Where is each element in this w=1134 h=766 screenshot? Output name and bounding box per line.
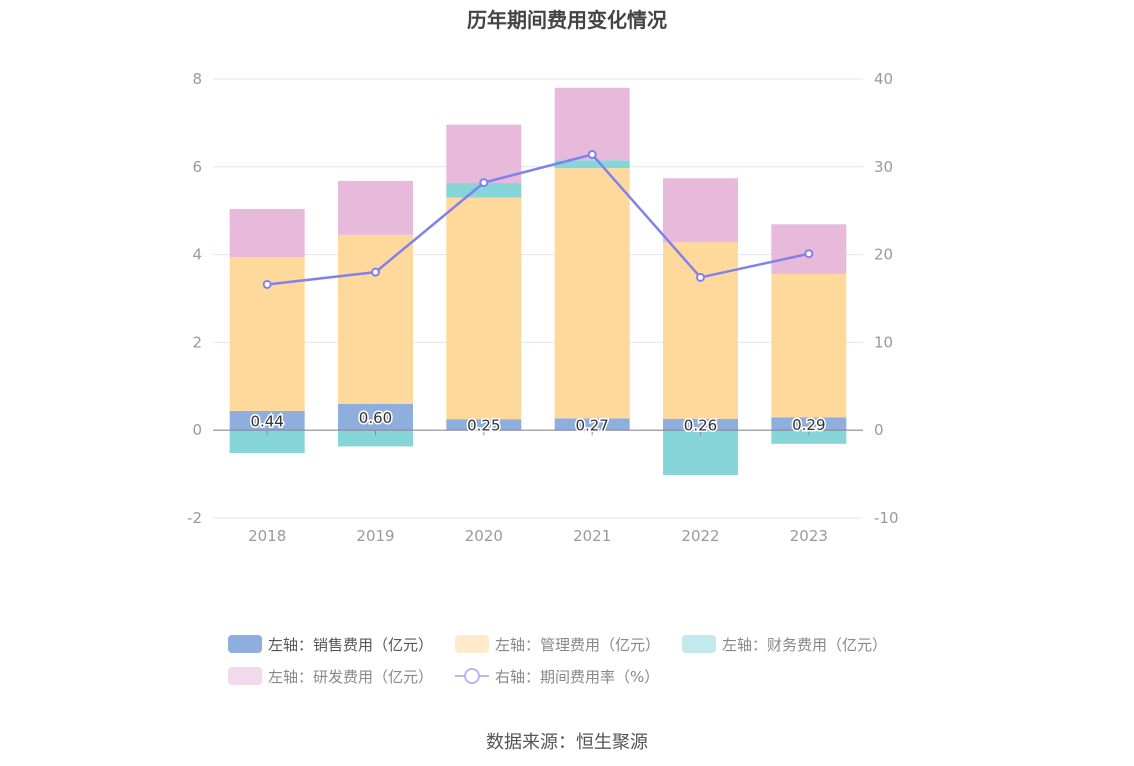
- bar-finance: [554, 160, 630, 169]
- point-ratio: [479, 178, 489, 188]
- bar-admin: [771, 273, 847, 418]
- y-left-tick-label: 8: [192, 70, 202, 88]
- point-ratio: [804, 249, 814, 259]
- legend-swatch-admin: [455, 635, 490, 653]
- bar-sales: [663, 418, 738, 431]
- bar-sales: [338, 403, 413, 431]
- bar-finance: [771, 430, 847, 444]
- bar-admin: [554, 168, 630, 419]
- bar-finance: [446, 183, 522, 198]
- legend-item-ratio[interactable]: 右轴：期间费用率（%）: [455, 664, 659, 688]
- data-label-sales: 0.27: [575, 416, 608, 434]
- legend: 左轴：销售费用（亿元） 左轴：管理费用（亿元） 左轴：财务费用（亿元） 左轴：研…: [228, 632, 948, 696]
- bar-sales: [554, 418, 630, 431]
- legend-label-sales: 左轴：销售费用（亿元）: [268, 635, 434, 654]
- bar-rd: [338, 180, 413, 235]
- bar-rd: [446, 124, 522, 184]
- legend-item-sales[interactable]: 左轴：销售费用（亿元）: [228, 632, 433, 656]
- y-right-tick-label: 40: [874, 70, 893, 88]
- legend-item-admin[interactable]: 左轴：管理费用（亿元）: [455, 632, 660, 656]
- bar-sales: [446, 419, 522, 431]
- y-right-tick-label: 0: [874, 421, 884, 439]
- chart-title: 历年期间费用变化情况: [467, 8, 667, 32]
- chart-area: -2 -10 0 0 2 10 4 20 6 30 8 40 2018 2019 2020 2021 2022 2…: [187, 70, 899, 545]
- bar-rd: [771, 224, 847, 274]
- y-right-tick-label: 30: [874, 158, 893, 176]
- legend-swatch-ratio: [455, 667, 490, 685]
- legend-label-admin: 左轴：管理费用（亿元）: [495, 635, 661, 654]
- data-label-sales: 0.60: [359, 409, 392, 427]
- data-label-sales: 0.25: [467, 417, 500, 435]
- data-label-sales: 0.29: [792, 416, 825, 434]
- y-right-tick-label: 20: [874, 246, 893, 264]
- y-left-tick-label: 4: [192, 246, 202, 264]
- y-right-tick-label: 10: [874, 333, 893, 351]
- x-tick-label: 2020: [465, 527, 503, 545]
- bar-rd: [229, 208, 305, 258]
- legend-item-rd[interactable]: 左轴：研发费用（亿元）: [228, 664, 433, 688]
- legend-label-rd: 左轴：研发费用（亿元）: [268, 667, 434, 686]
- legend-row-1: 左轴：销售费用（亿元） 左轴：管理费用（亿元） 左轴：财务费用（亿元）: [228, 632, 948, 656]
- x-tick-label: 2018: [248, 527, 286, 545]
- bar-admin: [446, 197, 522, 420]
- bar-rd: [554, 87, 630, 161]
- y-left-tick-label: 0: [192, 421, 202, 439]
- data-source: 数据来源：恒生聚源: [486, 732, 648, 753]
- x-tick-label: 2019: [356, 527, 394, 545]
- point-ratio: [262, 279, 272, 289]
- bar-rd: [663, 178, 738, 243]
- line-ratio: [267, 153, 810, 286]
- legend-swatch-finance: [682, 635, 717, 653]
- y-right-tick-label: -10: [874, 509, 899, 527]
- legend-label-ratio: 右轴：期间费用率（%）: [495, 667, 660, 686]
- legend-item-finance[interactable]: 左轴：财务费用（亿元）: [682, 632, 887, 656]
- data-label-sales: 0.26: [684, 416, 717, 434]
- y-left-tick-label: 6: [192, 158, 202, 176]
- bar-sales: [771, 417, 847, 431]
- x-tick-label: 2021: [573, 527, 611, 545]
- point-ratio: [371, 267, 380, 277]
- bar-sales: [229, 410, 305, 431]
- bar-finance: [338, 430, 413, 447]
- y-left-tick-label: -2: [187, 509, 202, 527]
- x-tick-label: 2023: [790, 527, 828, 545]
- bar-finance: [229, 430, 305, 454]
- legend-swatch-sales: [228, 635, 262, 653]
- point-ratio: [587, 150, 597, 160]
- legend-row-2: 左轴：研发费用（亿元） 右轴：期间费用率（%）: [228, 664, 948, 688]
- point-ratio: [696, 272, 705, 282]
- x-tick-label: 2022: [681, 527, 719, 545]
- data-label-sales: 0.44: [250, 413, 283, 431]
- bar-admin: [663, 242, 738, 419]
- bar-admin: [338, 234, 413, 404]
- legend-label-finance: 左轴：财务费用（亿元）: [722, 635, 888, 654]
- bar-finance: [663, 430, 738, 475]
- y-left-tick-label: 2: [192, 333, 202, 351]
- legend-swatch-rd: [228, 667, 262, 685]
